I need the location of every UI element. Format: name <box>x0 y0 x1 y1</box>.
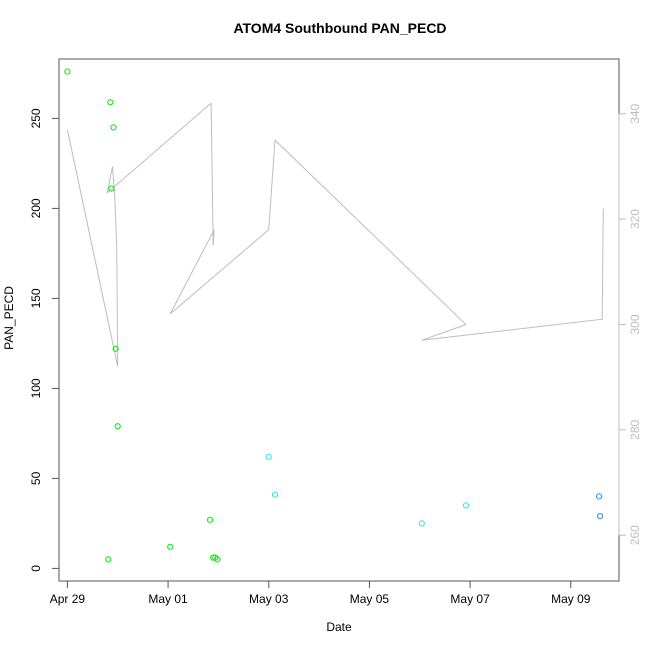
data-point <box>596 493 603 500</box>
data-point <box>107 99 114 106</box>
x-tick-label: May 07 <box>450 592 490 606</box>
x-tick-label: May 09 <box>551 592 591 606</box>
data-point <box>105 556 112 563</box>
secondary-series-line <box>66 102 604 367</box>
y2-tick-label: 280 <box>628 419 642 439</box>
plot-frame <box>58 58 620 582</box>
x-tick-label: May 01 <box>148 592 188 606</box>
data-point <box>214 556 221 563</box>
x-tick-label: May 05 <box>350 592 390 606</box>
y2-tick-label: 320 <box>628 209 642 229</box>
data-point <box>112 345 119 352</box>
data-point <box>462 502 469 509</box>
y2-tick-label: 260 <box>628 525 642 545</box>
x-tick-label: May 03 <box>249 592 289 606</box>
y2-tick-label: 340 <box>628 103 642 123</box>
data-point <box>597 513 604 520</box>
y-axis-title: PAN_PECD <box>2 286 16 350</box>
y-tick-label: 250 <box>29 108 43 128</box>
data-point <box>167 543 174 550</box>
y-tick-label: 50 <box>29 471 43 485</box>
data-points <box>64 68 604 563</box>
y-axis: 0 50 100 150 200 250 <box>29 108 60 572</box>
chart-title: ATOM4 Southbound PAN_PECD <box>233 20 447 36</box>
data-point <box>271 491 279 498</box>
data-point <box>110 124 117 131</box>
y-tick-label: 0 <box>29 565 43 572</box>
y-tick-label: 150 <box>29 288 43 308</box>
data-point <box>108 185 115 192</box>
data-point <box>418 520 425 527</box>
x-axis: Apr 29 May 01 May 03 May 05 May 07 May 09 <box>50 580 591 606</box>
y2-tick-label: 300 <box>628 314 642 334</box>
x-tick-label: Apr 29 <box>50 592 86 606</box>
y-tick-label: 200 <box>29 198 43 218</box>
x-axis-title: Date <box>326 620 352 634</box>
data-point <box>114 423 121 430</box>
data-point <box>265 453 272 460</box>
data-point <box>206 516 214 523</box>
y-tick-label: 100 <box>29 378 43 398</box>
secondary-y-axis: 260 280 300 320 340 <box>618 103 642 545</box>
data-point <box>64 68 71 75</box>
